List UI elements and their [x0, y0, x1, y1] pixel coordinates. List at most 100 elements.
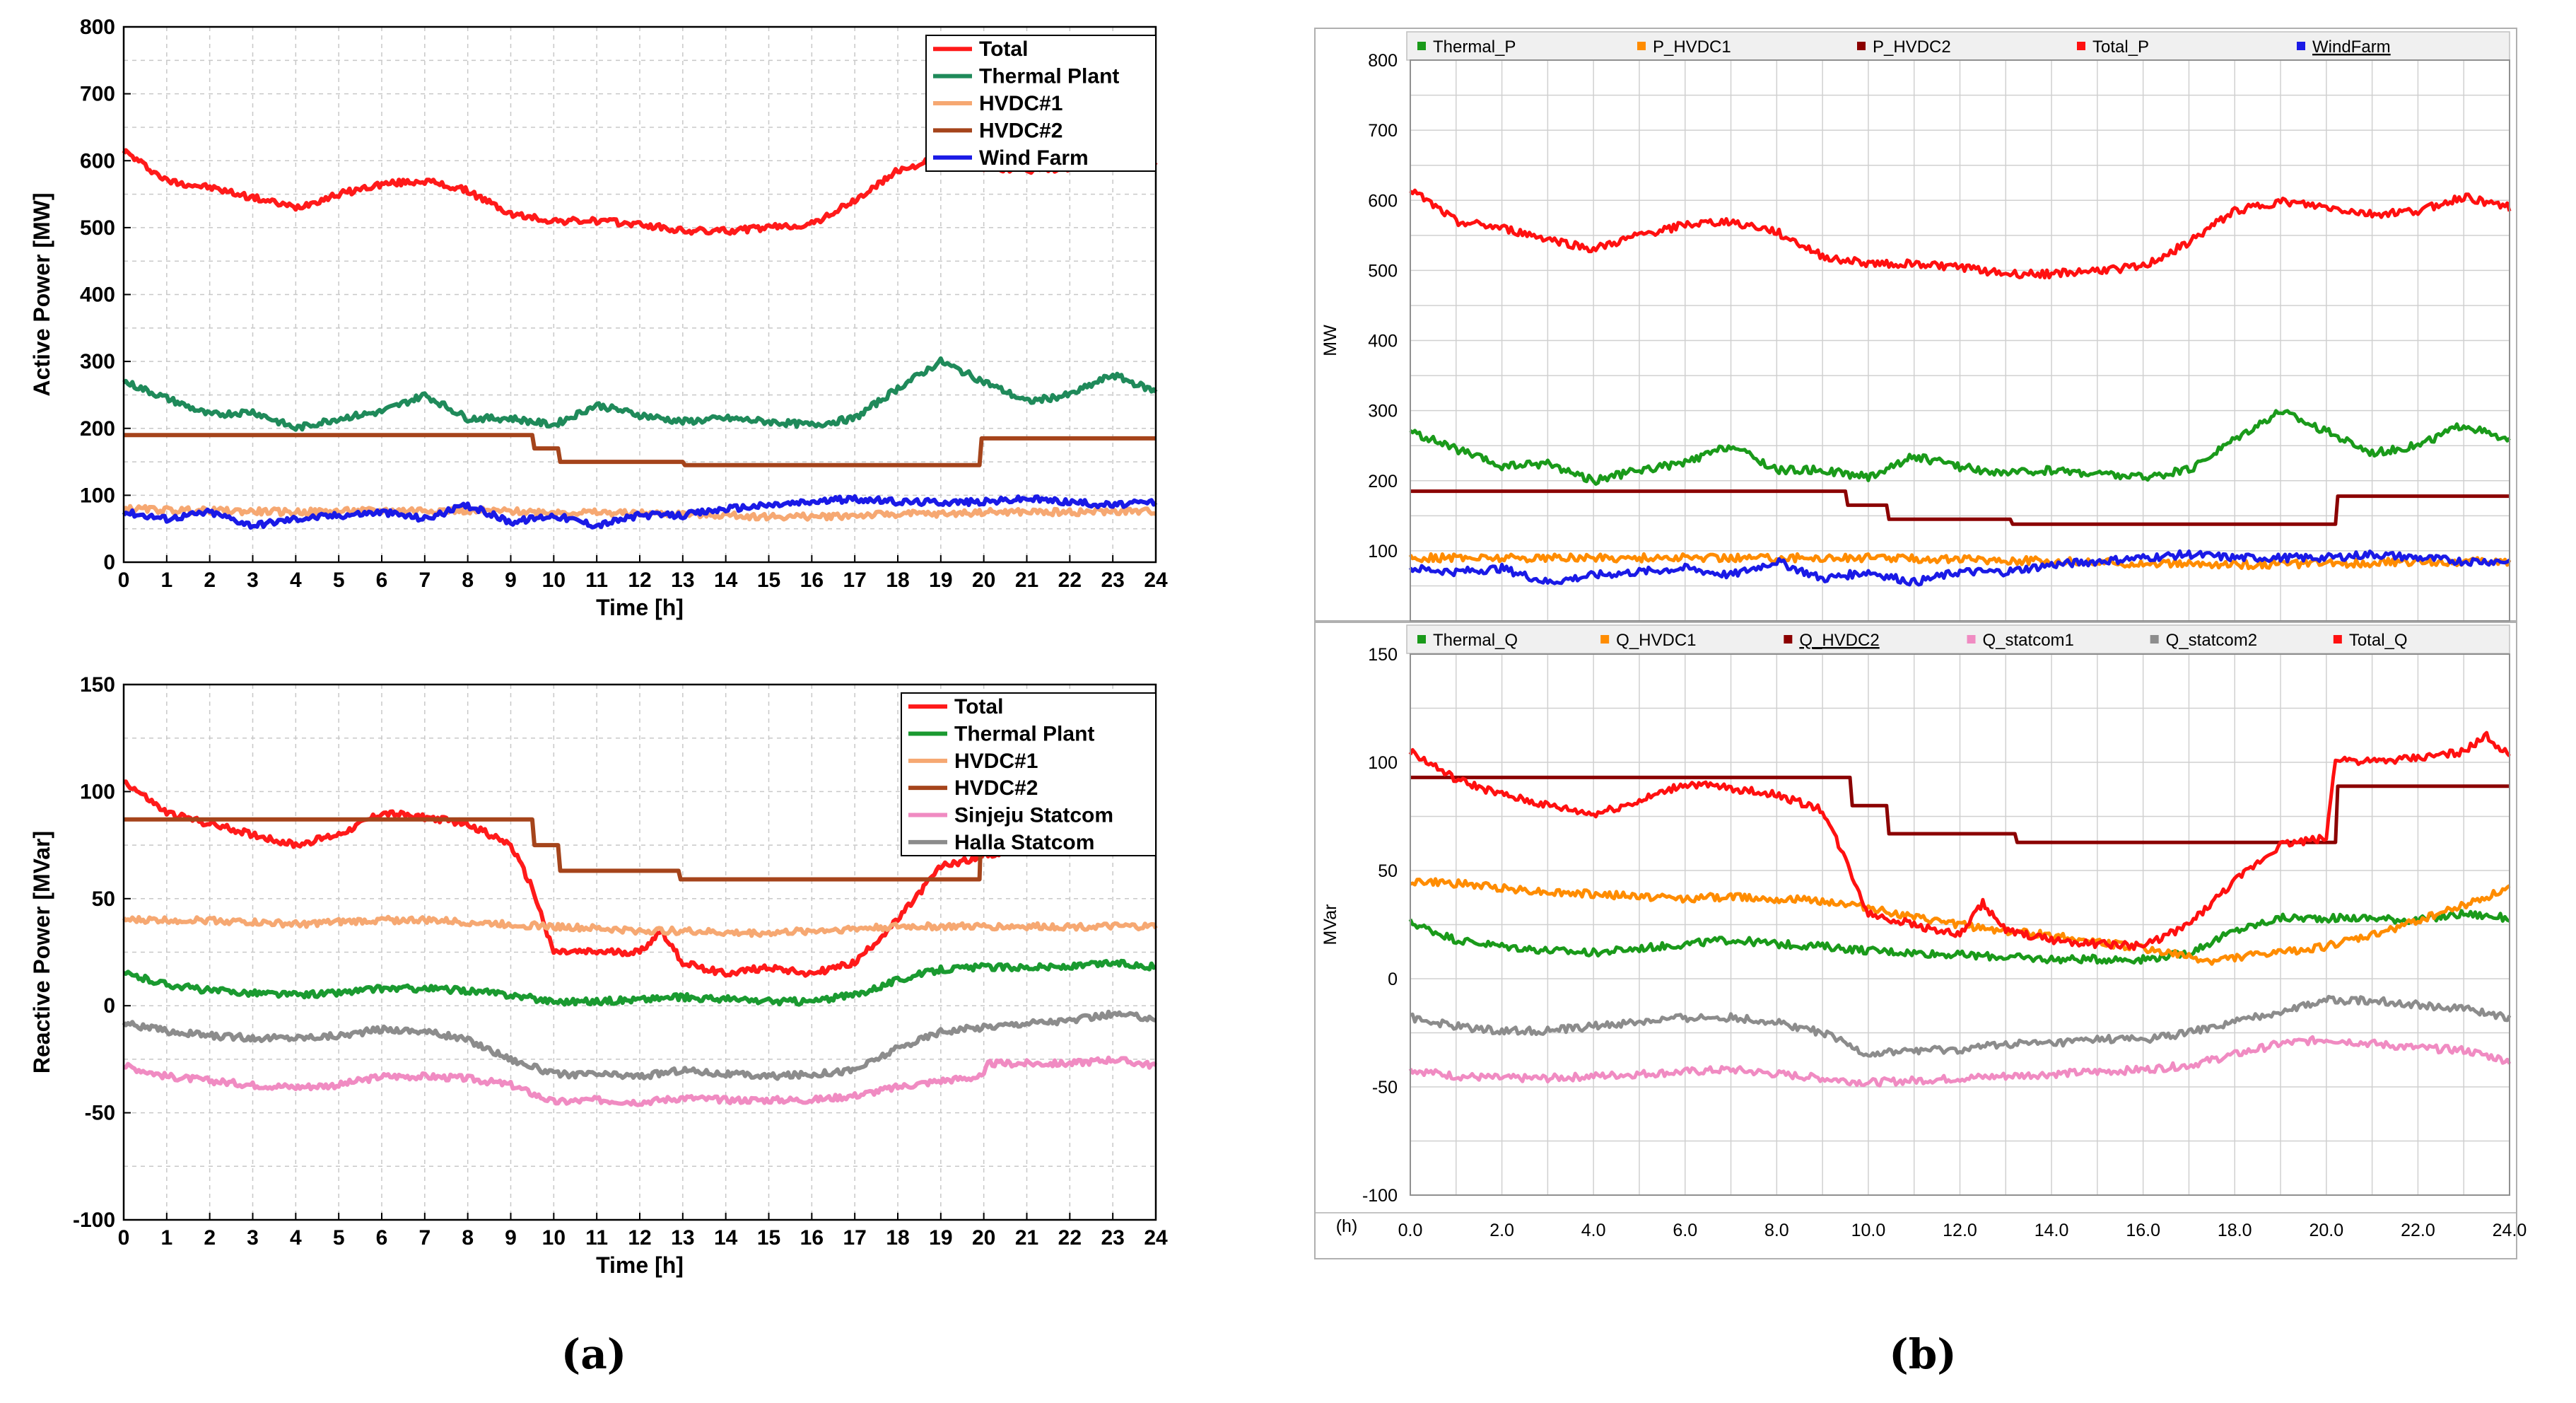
legend-swatch	[1857, 42, 1866, 50]
series-line	[1408, 909, 2510, 965]
x-tick-label: 11	[585, 569, 608, 592]
legend-label: Q_HVDC2	[1799, 631, 1879, 650]
x-tick-label: 20.0	[2309, 1221, 2343, 1240]
x-tick-label: 22	[1058, 569, 1082, 592]
x-tick-label: 14.0	[2035, 1221, 2069, 1240]
x-tick-label: 16	[800, 1226, 824, 1250]
series-line	[122, 1009, 1157, 1081]
y-tick-label: 500	[80, 216, 115, 240]
x-tick-label: 9	[505, 569, 517, 592]
x-tick-label: 14	[714, 1226, 738, 1250]
x-tick-label: 3	[247, 569, 259, 592]
x-tick-label: 15	[757, 1226, 780, 1250]
legend-label: Total	[979, 37, 1028, 61]
legend-label: P_HVDC2	[1873, 37, 1951, 57]
x-tick-label: 7	[418, 1226, 431, 1250]
chart-b-active-power: 100 200 300 400 500 600 700 800 MW Thermal_P P_HVD…	[1314, 28, 2517, 622]
x-tick-label: 11	[585, 1226, 608, 1250]
x-tick-label: 10	[542, 1226, 566, 1250]
legend-label: Thermal Plant	[979, 65, 1119, 88]
y-tick-label: 200	[1368, 472, 1398, 491]
x-tick-label: 10.0	[1851, 1221, 1886, 1240]
x-tick-label: 20	[972, 1226, 995, 1250]
x-tick-label: 2.0	[1489, 1221, 1514, 1240]
x-tick-label: 5	[333, 1226, 345, 1250]
legend-label: Q_statcom2	[2166, 631, 2257, 650]
y-tick-label: 600	[1368, 191, 1398, 211]
legend-swatch	[2333, 635, 2342, 644]
x-tick-label: 0.0	[1398, 1221, 1423, 1240]
x-tick-label: 19	[929, 569, 952, 592]
x-tick-label: 13	[671, 569, 694, 592]
series-line	[1409, 188, 2512, 280]
x-tick-label: 12	[628, 1226, 651, 1250]
caption-a: (a)	[561, 1330, 626, 1378]
legend-label: HVDC#2	[979, 119, 1062, 142]
legend-swatch	[1600, 635, 1610, 644]
y-tick-label: 100	[80, 780, 115, 803]
x-tick-label: 1	[160, 1226, 172, 1250]
x-tick-label: 8.0	[1764, 1221, 1789, 1240]
series-line	[122, 356, 1158, 432]
legend-label: Halla Statcom	[954, 831, 1094, 854]
legend-label: HVDC#1	[954, 750, 1038, 773]
x-tick-label: 14	[714, 569, 738, 592]
x-tick-label: 7	[418, 569, 431, 592]
plot-frame	[1410, 59, 2510, 622]
x-tick-label: 1	[160, 569, 172, 592]
x-tick-label: 8	[462, 569, 474, 592]
legend-label: Total	[954, 695, 1003, 718]
y-tick-label: 50	[92, 887, 115, 911]
legend-label: Total_Q	[2349, 631, 2408, 650]
y-tick-label: 100	[1368, 542, 1398, 561]
legend-swatch	[2077, 42, 2085, 50]
x-tick-label: 21	[1015, 1226, 1038, 1250]
series-line	[1410, 775, 2510, 844]
y-axis-label: MVar	[1321, 904, 1340, 945]
x-tick-label: 4	[290, 1226, 302, 1250]
x-axis-label: Time [h]	[596, 1252, 684, 1278]
x-tick-label: 19	[929, 1226, 952, 1250]
series-line	[1408, 730, 2511, 951]
y-axis-label: Active Power [MW]	[29, 192, 54, 396]
y-tick-label: 150	[1368, 645, 1398, 665]
legend-label: HVDC#1	[979, 92, 1062, 115]
x-tick-label: 18	[886, 1226, 909, 1250]
y-tick-label: 800	[1368, 51, 1398, 71]
legend-label: Wind Farm	[979, 146, 1089, 170]
y-tick-label: -100	[1362, 1186, 1398, 1206]
x-tick-label: 24	[1144, 1226, 1168, 1250]
series-line	[1410, 994, 2512, 1058]
legend-label: Thermal Plant	[954, 723, 1094, 746]
x-tick-label: 18.0	[2218, 1221, 2252, 1240]
y-tick-label: 700	[1368, 121, 1398, 141]
legend-label: Thermal_Q	[1433, 631, 1518, 650]
series-line	[122, 958, 1157, 1007]
x-tick-label: 6.0	[1673, 1221, 1697, 1240]
y-tick-label: 0	[1388, 970, 1398, 989]
legend-swatch	[1417, 635, 1426, 644]
x-tick-label: 18	[886, 569, 909, 592]
y-axis-label: MW	[1321, 325, 1340, 356]
series-line	[1408, 549, 2511, 587]
y-tick-label: 100	[80, 484, 115, 507]
chart-panel-frame	[1314, 622, 2517, 1259]
y-tick-label: 400	[80, 284, 115, 307]
x-axis-label: (h)	[1336, 1216, 1358, 1236]
series-line	[1408, 552, 2512, 571]
legend-swatch	[1967, 635, 1976, 644]
series-line	[1410, 489, 2510, 526]
y-tick-label: 600	[80, 149, 115, 173]
x-tick-label: 3	[247, 1226, 259, 1250]
x-tick-label: 17	[843, 569, 866, 592]
y-tick-label: 200	[80, 417, 115, 441]
chart-b-reactive-power: -100 -50 0 50 100 150 MVar 0.0 2.0 4.0 6.0 8.0 10.0 1…	[1314, 622, 2527, 1259]
x-axis-label: Time [h]	[596, 595, 684, 620]
y-tick-label: 300	[80, 350, 115, 373]
x-tick-label: 0	[118, 569, 130, 592]
x-tick-label: 16	[800, 569, 824, 592]
legend-label: Total_P	[2092, 37, 2149, 57]
series-line	[1410, 877, 2511, 966]
legend-swatch	[2150, 635, 2159, 644]
x-tick-label: 20	[972, 569, 995, 592]
